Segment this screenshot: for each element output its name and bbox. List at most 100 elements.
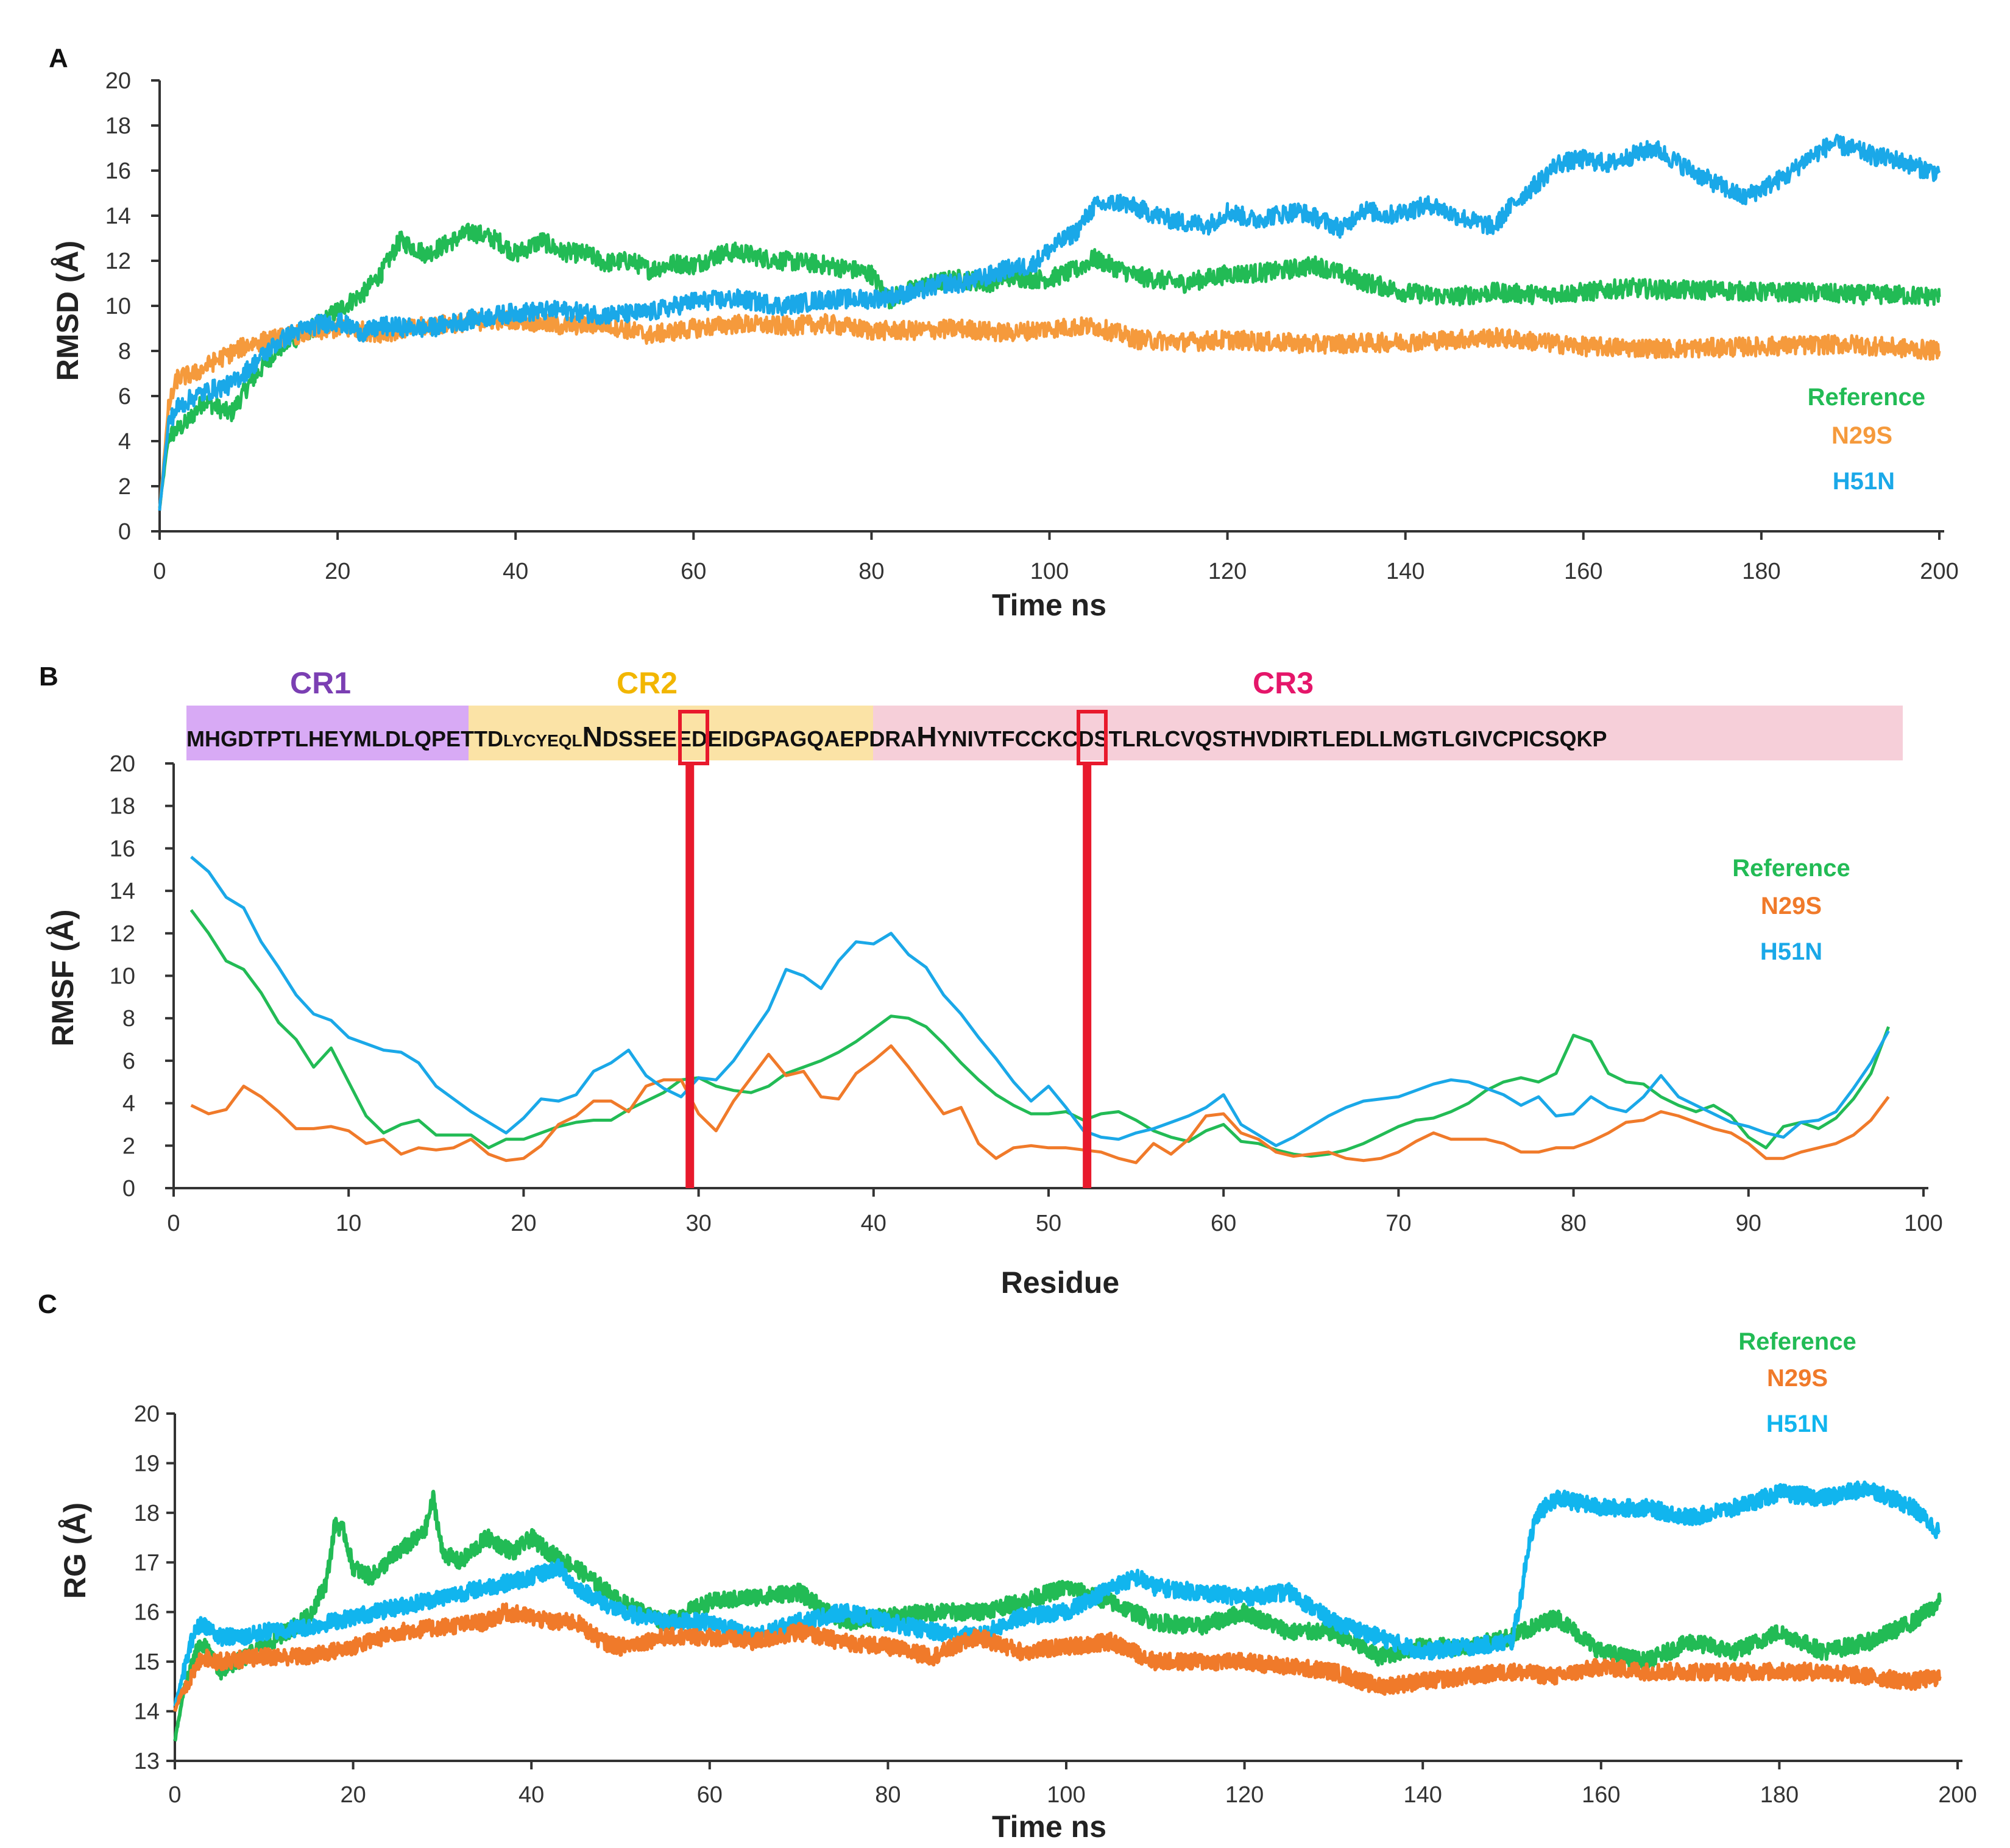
panel-a-y-tick-label: 10: [105, 294, 131, 319]
panel-c-axes: 0 20 40 60 80 100 120 140 160 180 200 13 14 15 16 17 18 1…: [134, 1401, 1977, 1808]
panel-b-series-h51n-line: [190, 855, 1890, 1147]
panel-c-x-tick-label: 140: [1403, 1782, 1442, 1808]
cr3-region-label: CR3: [1253, 666, 1314, 700]
panel-b-mutation-markers: [685, 763, 1092, 1188]
panel-b-y-tick-label: 2: [122, 1133, 135, 1159]
panel-a-x-tick-label: 60: [681, 559, 706, 584]
panel-a-rmsd-chart: A 0 20 40 60 80 100 120 140 160 180 200 0 2 4 6 8 10 12 14…: [49, 43, 1959, 622]
protein-sequence: MHGDTPTLHEYMLDLQPETTDLYCYEQLNDSSEEEDEIDG…: [186, 721, 1607, 752]
panel-c-label: C: [38, 1289, 57, 1319]
panel-b-x-tick-label: 30: [685, 1211, 711, 1236]
panel-b-y-tick-label: 14: [110, 879, 135, 904]
panel-c-x-axis-title: Time ns: [992, 1810, 1106, 1844]
panel-c-y-tick-label: 15: [134, 1649, 160, 1675]
panel-a-x-tick-label: 200: [1920, 559, 1958, 584]
panel-b-series: [189, 855, 1890, 1164]
panel-b-x-tick-label: 60: [1211, 1211, 1236, 1236]
panel-b-rmsf-chart: B CR1 CR2 CR3 MHGDTPTLHEYMLDLQPETTDLYCYE…: [39, 662, 1943, 1300]
panel-c-x-tick-label: 200: [1938, 1782, 1976, 1808]
sequence-cr3-part1: GPAGQAEPDRA: [744, 726, 916, 751]
panel-b-y-axis-title: RMSF (Å): [46, 910, 80, 1047]
panel-b-y-tick-label: 16: [110, 836, 135, 862]
panel-a-x-axis-title: Time ns: [992, 588, 1106, 622]
panel-a-x-tick-label: 140: [1386, 559, 1424, 584]
panel-b-y-tick-label: 12: [110, 921, 135, 947]
panel-a-y-tick-label: 2: [118, 474, 131, 500]
panel-b-series-reference-line: [189, 909, 1890, 1158]
panel-a-y-tick-label: 4: [118, 429, 131, 455]
panel-c-y-tick-label: 18: [134, 1501, 160, 1526]
panel-c-y-tick-label: 13: [134, 1749, 160, 1774]
panel-c-series: [173, 1480, 1942, 1742]
panel-b-x-tick-label: 0: [167, 1211, 180, 1236]
panel-c-legend-n29s: N29S: [1767, 1365, 1828, 1392]
panel-c-x-tick-label: 60: [697, 1782, 723, 1808]
panel-a-y-tick-label: 8: [118, 339, 131, 364]
panel-a-y-tick-label: 16: [105, 158, 131, 184]
panel-b-x-tick-label: 20: [511, 1211, 536, 1236]
panel-b-x-tick-label: 50: [1036, 1211, 1061, 1236]
panel-a-x-tick-label: 0: [153, 559, 166, 584]
panel-b-x-tick-label: 70: [1385, 1211, 1411, 1236]
cr1-region-label: CR1: [290, 666, 351, 700]
panel-b-y-tick-label: 0: [122, 1176, 135, 1202]
panel-b-x-tick-label: 90: [1736, 1211, 1761, 1236]
panel-a-series: [158, 133, 1941, 511]
panel-c-x-tick-label: 100: [1047, 1782, 1085, 1808]
panel-c-x-tick-label: 160: [1582, 1782, 1620, 1808]
panel-c-y-tick-label: 14: [134, 1699, 160, 1725]
panel-b-x-tick-label: 100: [1904, 1211, 1942, 1236]
sequence-cr2-part3: DSSEEEDEID: [603, 726, 744, 751]
mutation-marker-line-1: [685, 763, 695, 1188]
panel-c-x-tick-label: 80: [875, 1782, 901, 1808]
panel-b-y-tick-label: 6: [122, 1049, 135, 1074]
panel-c-rg-chart: C 0 20 40 60 80 100 120 140 160 180 200 13 14 15 16 17 1…: [38, 1289, 1977, 1844]
panel-b-x-tick-label: 10: [336, 1211, 361, 1236]
panel-a-y-tick-label: 18: [105, 113, 131, 139]
panel-c-y-axis-title: RG (Å): [58, 1503, 92, 1599]
mutation-box-h51: [1077, 710, 1108, 765]
sequence-cr1: MHGDTPTLHEYMLDL: [186, 726, 414, 751]
panel-a-legend-n29s: N29S: [1831, 422, 1892, 449]
panel-c-x-tick-label: 40: [518, 1782, 544, 1808]
panel-c-y-tick-label: 20: [134, 1401, 160, 1427]
panel-c-series-h51n-line: [173, 1480, 1941, 1708]
panel-a-series-reference-line: [158, 222, 1941, 509]
panel-c-legend-reference: Reference: [1738, 1328, 1856, 1355]
panel-c-x-tick-label: 120: [1225, 1782, 1264, 1808]
panel-b-x-tick-label: 40: [861, 1211, 886, 1236]
panel-b-y-tick-label: 10: [110, 964, 135, 989]
panel-b-legend-reference: Reference: [1732, 855, 1850, 882]
panel-b-y-tick-label: 20: [110, 751, 135, 777]
sequence-cr2-part1: QPETTD: [414, 726, 503, 751]
panel-a-x-tick-label: 40: [503, 559, 528, 584]
panel-b-y-tick-label: 8: [122, 1006, 135, 1032]
panel-a-y-tick-label: 6: [118, 384, 131, 409]
panel-a-y-tick-label: 14: [105, 204, 131, 229]
panel-c-x-tick-label: 0: [168, 1782, 181, 1808]
sequence-mutation-h51: H: [916, 721, 936, 752]
panel-b-axes: 0 10 20 30 40 50 60 70 80 90 100 0 2 4 6 8 10 12 14 16 18 20: [110, 751, 1943, 1236]
cr2-region-band: [469, 706, 873, 760]
panel-a-label: A: [49, 43, 68, 73]
panel-b-x-axis-title: Residue: [1001, 1266, 1120, 1300]
cr1-region-band: [186, 706, 469, 760]
panel-c-y-tick-label: 17: [134, 1550, 160, 1576]
panel-c-legend-h51n: H51N: [1766, 1411, 1828, 1437]
sequence-cr2-part2: LYCYEQL: [503, 731, 582, 750]
panel-a-x-tick-label: 100: [1030, 559, 1069, 584]
sequence-cr3-part2: YNIVTFCCKCDSTLRLCVQSTHVDIRTLEDLLMGTLGIVC…: [937, 726, 1607, 751]
panel-a-y-axis-title: RMSD (Å): [51, 241, 85, 381]
panel-c-y-tick-label: 19: [134, 1451, 160, 1476]
panel-c-y-tick-label: 16: [134, 1600, 160, 1626]
panel-b-series-n29s-line: [190, 1044, 1890, 1164]
panel-a-axes: 0 20 40 60 80 100 120 140 160 180 200 0 2 4 6 8 10 12 14 16…: [105, 68, 1959, 584]
panel-c-x-tick-label: 180: [1760, 1782, 1799, 1808]
panel-a-y-tick-label: 20: [105, 68, 131, 94]
cr2-region-label: CR2: [617, 666, 678, 700]
panel-c-series-n29s-line: [173, 1602, 1942, 1712]
cr3-region-band: [873, 706, 1903, 760]
panel-a-x-tick-label: 180: [1742, 559, 1780, 584]
panel-a-x-tick-label: 120: [1208, 559, 1247, 584]
